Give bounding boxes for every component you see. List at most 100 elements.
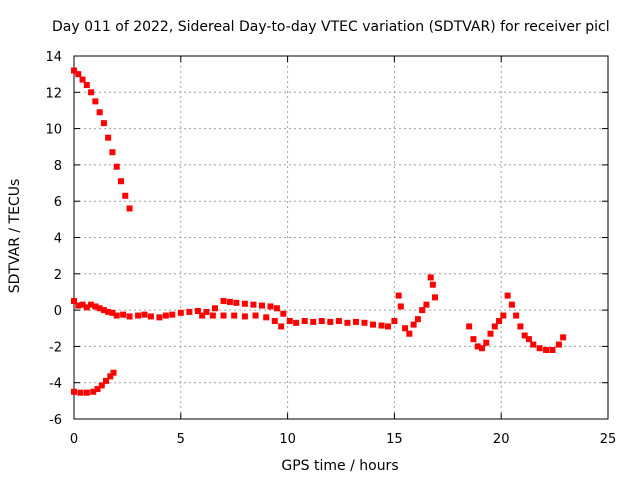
data-point [496,317,503,324]
data-point [318,317,325,324]
data-point [530,341,537,348]
data-point [280,310,287,317]
data-point [258,302,265,309]
data-point [370,321,377,328]
data-point [402,325,409,332]
x-tick-label: 20 [493,432,510,447]
data-point [543,347,550,354]
data-point [549,347,556,354]
data-point [226,298,233,305]
data-point [141,311,148,318]
data-point [220,312,227,319]
data-point [513,312,520,319]
data-point [211,305,218,312]
y-tick-label: 6 [54,195,62,210]
data-point [352,318,359,325]
data-point [423,301,430,308]
data-point [83,82,90,89]
series-arc-3 [71,274,438,337]
data-point [487,330,494,337]
x-tick-label: 25 [600,432,617,447]
data-point [560,334,567,341]
data-point [335,317,342,324]
data-point [378,322,385,329]
data-point [525,336,532,343]
data-point [126,205,133,212]
data-point [75,302,82,309]
data-point [147,313,154,320]
x-tick-label: 0 [70,432,78,447]
data-point [126,313,133,320]
data-point [263,314,270,321]
data-point [327,318,334,325]
data-point [508,301,515,308]
data-point [122,192,129,199]
data-point [117,178,124,185]
y-tick-labels: -6 -4 -2 0 2 4 6 8 10 12 14 [45,50,62,428]
data-point [483,339,490,346]
data-point [278,323,285,330]
data-point [271,317,278,324]
data-point [286,317,293,324]
data-point [233,299,240,306]
data-point [105,308,112,315]
data-point [344,319,351,326]
data-point [92,98,99,105]
data-point [156,314,163,321]
y-tick-label: 8 [54,159,62,174]
data-point [478,345,485,352]
data-point [209,312,216,319]
data-point [252,312,259,319]
data-point [301,317,308,324]
data-point [241,300,248,307]
data-point [273,305,280,312]
data-point [109,309,116,316]
series-arc-5 [466,292,567,354]
data-point [427,274,434,281]
y-tick-label: -4 [49,377,62,392]
data-point [96,305,103,312]
y-tick-label: -6 [49,413,62,428]
y-axis-label: SDTVAR / TECUs [7,179,23,294]
data-point [310,318,317,325]
data-point [79,301,86,308]
y-tick-label: 4 [54,232,62,247]
data-point [431,294,438,301]
data-point [384,323,391,330]
data-point [194,308,201,315]
data-point [474,343,481,350]
data-point [88,89,95,96]
x-tick-label: 10 [279,432,296,447]
data-point [491,323,498,330]
data-point [466,323,473,330]
data-point [96,109,103,116]
data-point [419,307,426,314]
series-arc-1 [71,67,133,212]
y-tick-label: 14 [45,50,62,65]
data-point [83,304,90,311]
data-point [410,321,417,328]
data-point [162,312,169,319]
data-point [107,373,114,380]
data-point [177,309,184,316]
data-point [397,303,404,310]
data-point [293,319,300,326]
data-point [83,389,90,396]
data-point [536,345,543,352]
data-point [500,312,507,319]
y-tick-label: -2 [49,340,62,355]
data-point [517,323,524,330]
data-point [105,134,112,141]
y-tick-label: 2 [54,268,62,283]
data-point [429,281,436,288]
data-point [504,292,511,299]
data-point [90,388,97,395]
data-point [92,303,99,310]
data-point [135,312,142,319]
data-point [169,311,176,318]
data-point [109,149,116,156]
data-point [391,317,398,324]
axis-ticks [73,55,609,420]
data-point [231,312,238,319]
